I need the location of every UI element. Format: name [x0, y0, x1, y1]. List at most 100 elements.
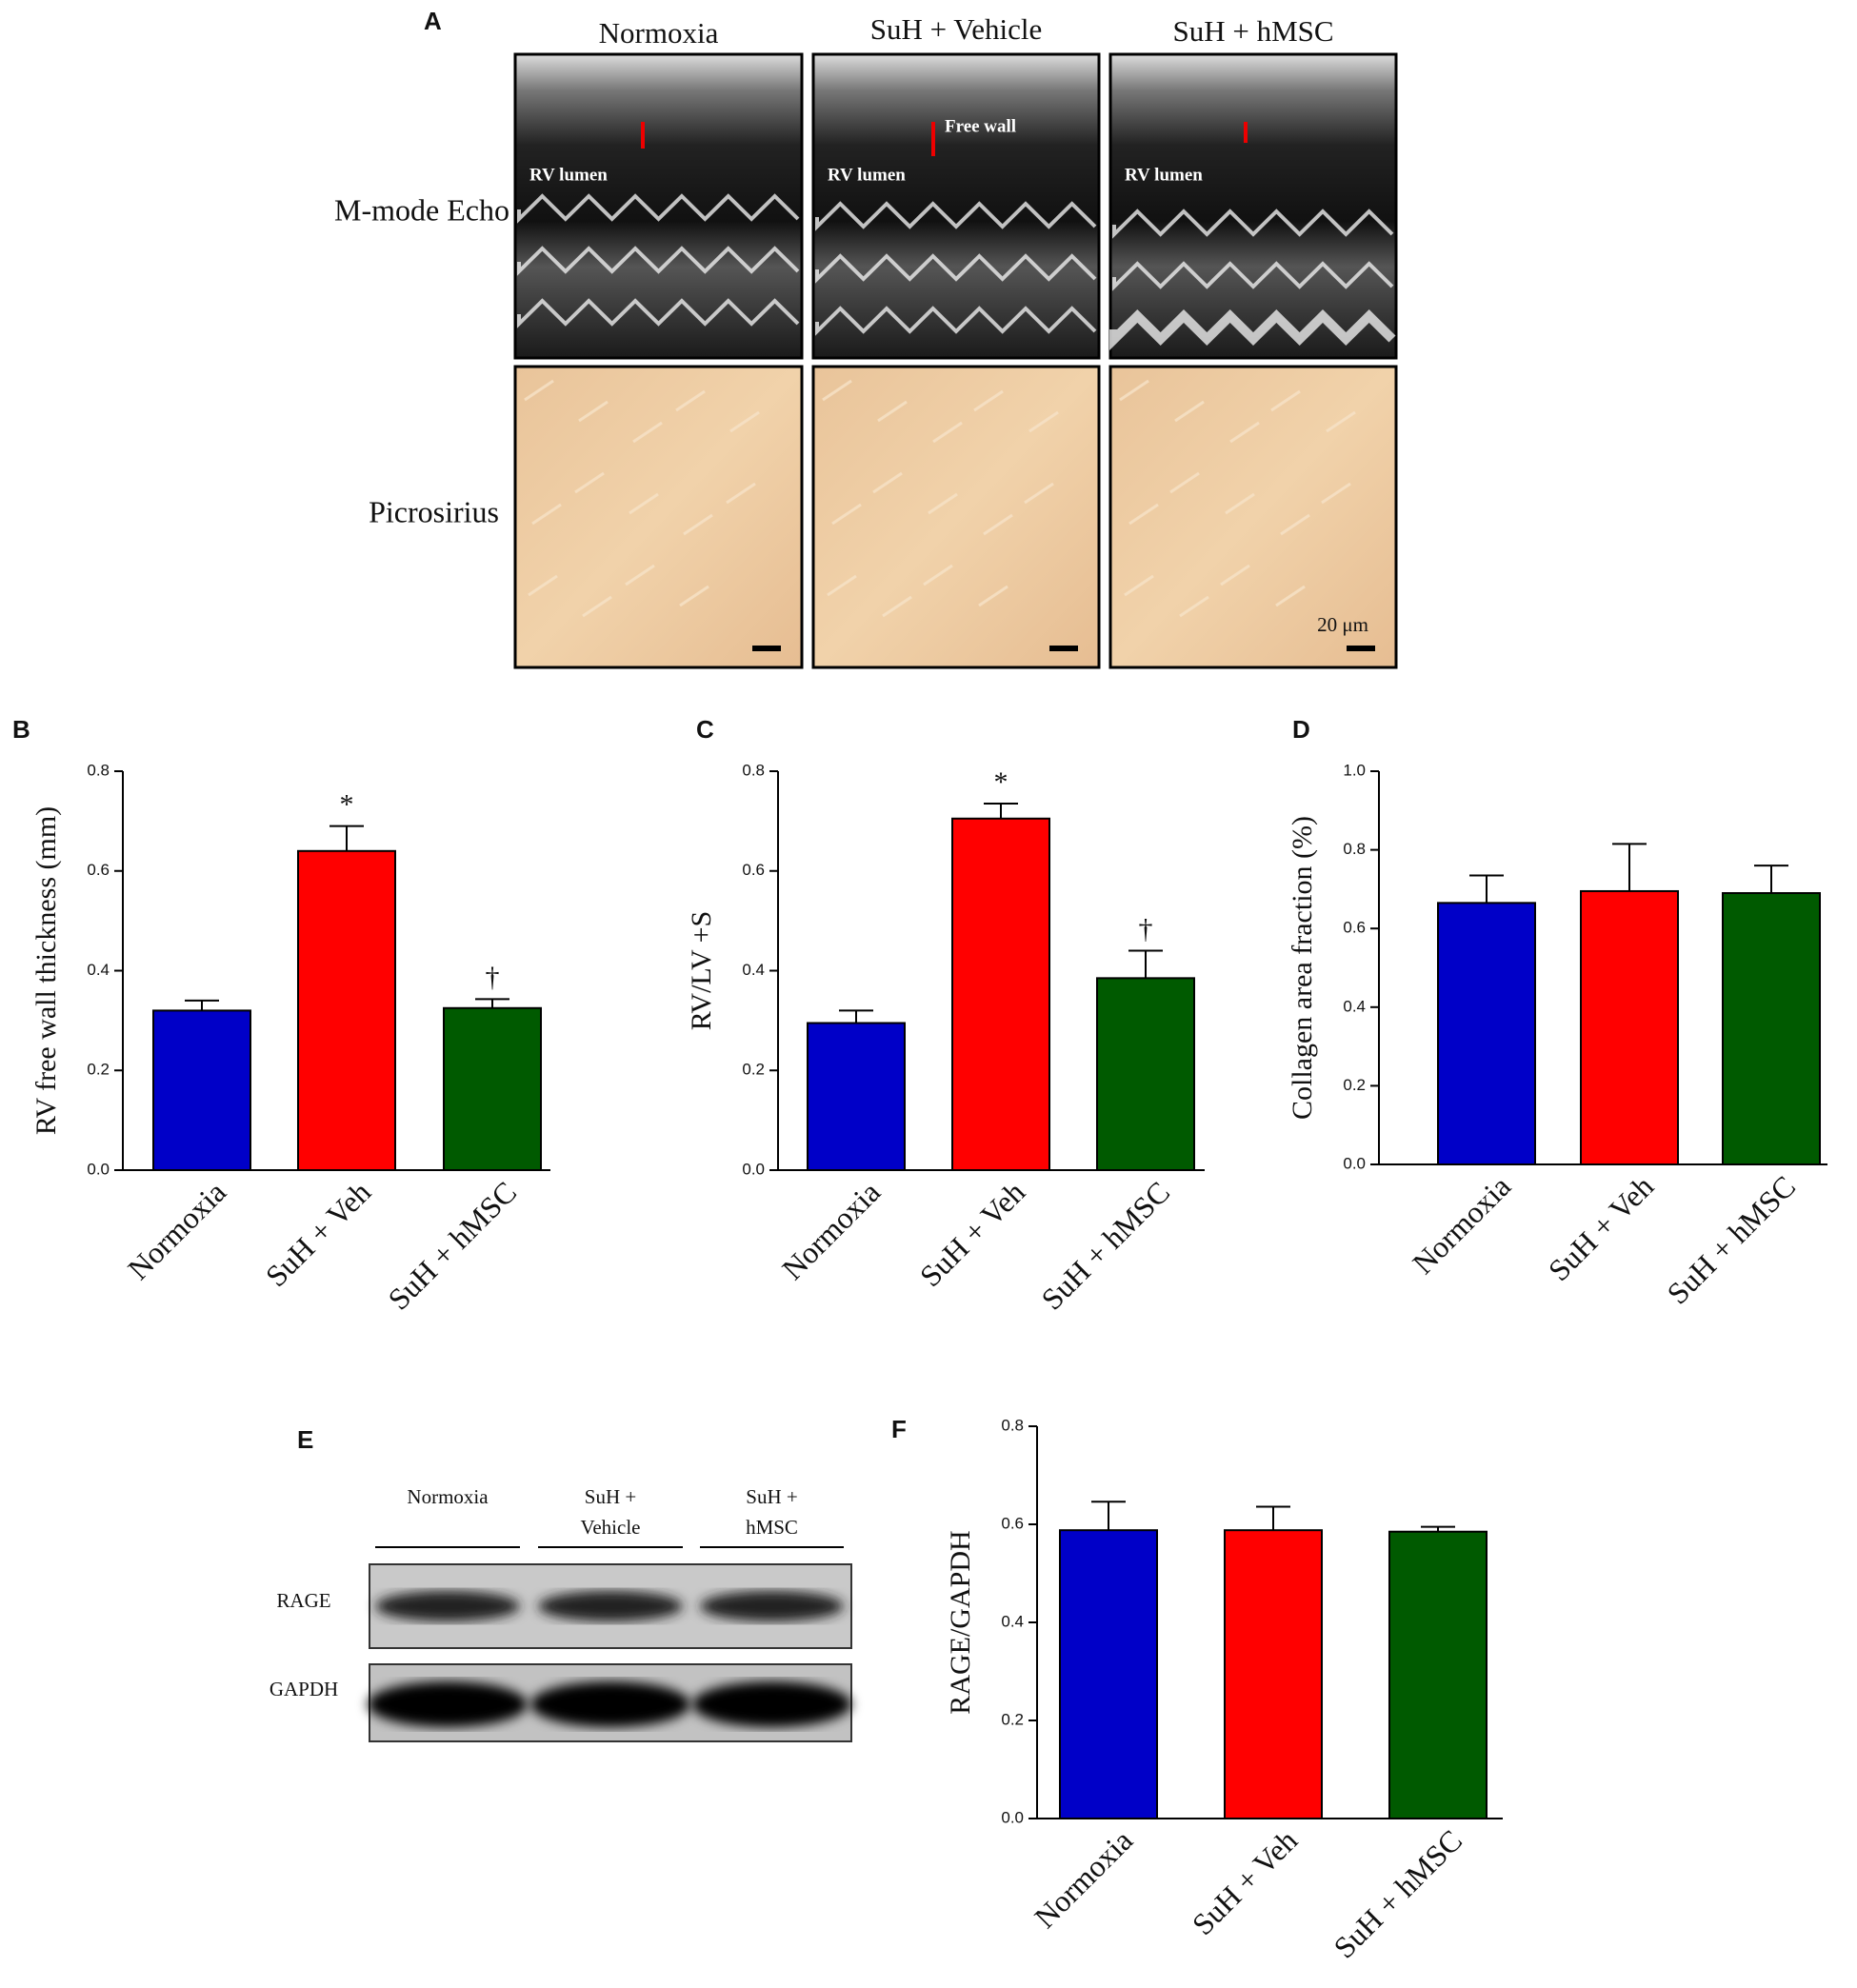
echo-trace: [1112, 261, 1394, 291]
bar: [1580, 889, 1679, 1166]
fiber: [928, 492, 958, 515]
y-tick-label: 0.6: [87, 861, 110, 879]
y-tick-label: 0.2: [742, 1061, 765, 1079]
fiber: [1229, 421, 1260, 444]
echo-trace: [517, 246, 800, 276]
fiber: [1119, 379, 1149, 402]
bar: [152, 1009, 251, 1172]
echo-trace: [517, 193, 800, 224]
fiber: [578, 400, 609, 423]
picrosirius-image: [811, 365, 1101, 669]
scale-label: 20 μm: [1317, 613, 1368, 636]
fiber: [973, 389, 1004, 412]
y-tick-label: 0.4: [1001, 1612, 1024, 1630]
bar: [1096, 977, 1195, 1171]
fiber: [1124, 574, 1154, 597]
blot-row-label: GAPDH: [270, 1678, 338, 1700]
echo-image: [513, 52, 804, 360]
blot-row-label: RAGE: [276, 1589, 330, 1612]
bar: [1224, 1529, 1323, 1820]
y-tick-label: 0.0: [87, 1160, 110, 1178]
fiber: [1220, 564, 1250, 586]
fiber: [582, 595, 612, 618]
lumen-label: RV lumen: [529, 165, 608, 185]
fiber: [1169, 471, 1200, 494]
y-tick-label: 0.0: [1343, 1154, 1366, 1172]
y-tick-label: 0.2: [1001, 1710, 1024, 1728]
bar: [1059, 1529, 1158, 1820]
fiber: [1024, 482, 1054, 505]
lane-label: SuH +: [746, 1485, 797, 1508]
fiber: [822, 379, 852, 402]
lane-label: SuH +: [585, 1485, 636, 1508]
panel-letter: D: [1292, 715, 1310, 744]
echo-trace: [1109, 308, 1396, 350]
y-tick-label: 0.8: [1343, 840, 1366, 858]
y-tick-label: 0.2: [87, 1061, 110, 1079]
y-tick-label: 0.4: [742, 961, 765, 979]
picrosirius-image: [513, 365, 804, 669]
y-tick-label: 1.0: [1343, 761, 1366, 779]
fiber: [1275, 585, 1306, 607]
bar: [1388, 1530, 1488, 1819]
fiber: [625, 564, 655, 586]
y-tick-label: 0.8: [1001, 1416, 1024, 1434]
row-label: M-mode Echo: [334, 192, 509, 227]
annotation: †: [486, 962, 500, 993]
fiber: [531, 503, 562, 526]
fiber: [877, 400, 908, 423]
bar: [807, 1022, 906, 1172]
fiber: [978, 585, 1008, 607]
fiber: [1326, 410, 1356, 433]
y-tick-label: 0.4: [87, 961, 110, 979]
fiber: [1225, 492, 1255, 515]
echo-trace: [815, 306, 1097, 336]
y-axis-label: Collagen area fraction (%): [1287, 816, 1318, 1120]
lumen-label: RV lumen: [1125, 165, 1203, 185]
annotation: *: [994, 766, 1008, 798]
bar: [1437, 902, 1536, 1165]
fiber: [629, 492, 659, 515]
bar: [297, 849, 396, 1171]
fiber: [726, 482, 756, 505]
fiber: [1128, 503, 1159, 526]
fiber: [882, 595, 912, 618]
free-wall-label: Free wall: [945, 116, 1016, 136]
fiber: [831, 503, 862, 526]
annotation: *: [340, 789, 354, 821]
y-tick-label: 0.0: [1001, 1808, 1024, 1826]
row-label: Picrosirius: [369, 494, 499, 528]
band: [692, 1681, 851, 1727]
fiber: [683, 513, 713, 536]
y-axis-label: RV free wall thickness (mm): [30, 806, 62, 1135]
y-tick-label: 0.6: [1001, 1514, 1024, 1532]
panel-letter: F: [891, 1415, 907, 1443]
fiber: [932, 421, 963, 444]
y-axis-label: RAGE/GAPDH: [945, 1530, 976, 1714]
column-title: Normoxia: [599, 16, 719, 50]
fiber: [679, 585, 709, 607]
panel-letter: B: [12, 715, 30, 744]
y-tick-label: 0.6: [1343, 919, 1366, 937]
annotation: †: [1139, 913, 1153, 944]
fiber: [524, 379, 554, 402]
bar: [443, 1006, 542, 1171]
echo-trace: [815, 253, 1097, 284]
echo-trace: [1112, 209, 1394, 239]
lane-label: Normoxia: [407, 1485, 489, 1508]
bar: [1722, 892, 1821, 1166]
y-tick-label: 0.8: [742, 761, 765, 779]
fiber: [1174, 400, 1205, 423]
y-tick-label: 0.8: [87, 761, 110, 779]
lumen-label: RV lumen: [828, 165, 906, 185]
bar: [951, 817, 1050, 1171]
panel-e: Normoxia SuH + Vehicle SuH + hMSC RAGE GAPDH: [270, 1485, 852, 1742]
y-tick-label: 0.2: [1343, 1076, 1366, 1094]
fiber: [675, 389, 706, 412]
fiber: [923, 564, 953, 586]
echo-trace: [815, 201, 1097, 231]
fiber: [632, 421, 663, 444]
scale-bar: [1049, 646, 1078, 651]
fiber: [1028, 410, 1059, 433]
